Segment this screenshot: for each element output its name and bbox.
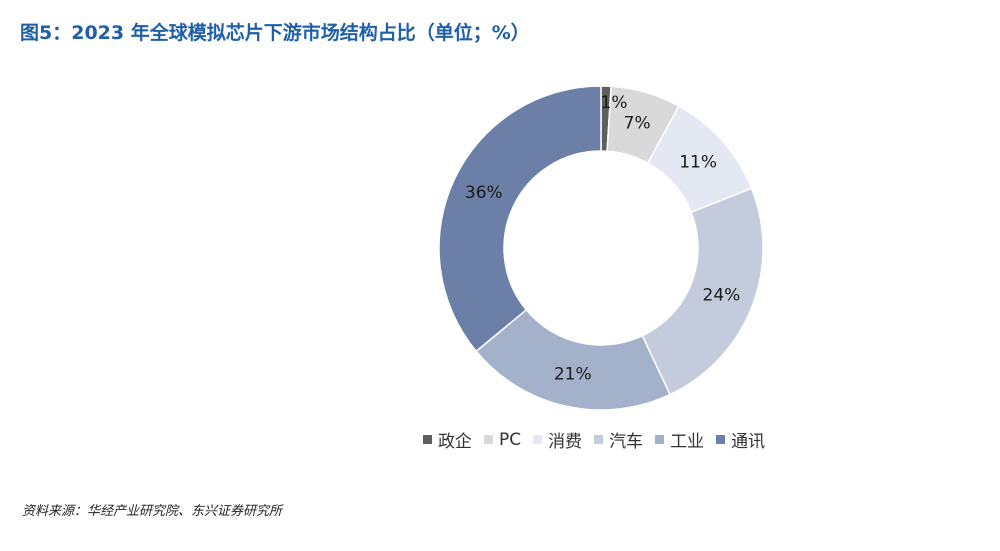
- chart-title: 图5：2023 年全球模拟芯片下游市场结构占比（单位；%）: [20, 22, 530, 44]
- legend-label: PC: [498, 429, 522, 450]
- slice-5: [475, 308, 671, 411]
- legend-item-1: 政企: [422, 427, 472, 452]
- legend-item-4: 汽车: [594, 427, 643, 452]
- slice-4: [641, 187, 764, 396]
- legend-item-3: 消费: [533, 427, 582, 452]
- legend-swatch: [716, 435, 726, 444]
- donut-chart: 1%7% 11% 24% 21% 36%: [438, 85, 764, 411]
- legend-label: 消费: [548, 432, 583, 452]
- legend-item-6: 通讯: [716, 427, 765, 452]
- legend-item-2: PC: [483, 429, 522, 450]
- data-label-6: 36%: [465, 183, 503, 203]
- donut-slices: [438, 85, 764, 411]
- legend-swatch: [533, 435, 543, 444]
- legend-item-5: 工业: [655, 427, 704, 452]
- legend-label: 政企: [437, 432, 472, 452]
- legend-swatch: [422, 435, 432, 444]
- legend: 政企 PC 消费 汽车 工业 通讯: [0, 427, 1000, 452]
- legend-label: 汽车: [609, 432, 644, 452]
- source-note: 资料来源：华经产业研究院、东兴证券研究所: [22, 504, 283, 519]
- data-label-2: 7%: [624, 114, 651, 134]
- legend-swatch: [594, 435, 604, 444]
- data-label-5: 21%: [554, 364, 592, 384]
- data-label-1: 1%: [601, 93, 628, 113]
- legend-label: 工业: [670, 432, 705, 452]
- legend-label: 通讯: [731, 432, 766, 452]
- legend-swatch: [483, 435, 493, 444]
- legend-swatch: [655, 435, 665, 444]
- data-label-4: 24%: [703, 286, 741, 306]
- data-label-3: 11%: [679, 152, 717, 172]
- data-labels: 1%7% 11% 24% 21% 36%: [465, 93, 740, 384]
- slice-6: [438, 85, 602, 353]
